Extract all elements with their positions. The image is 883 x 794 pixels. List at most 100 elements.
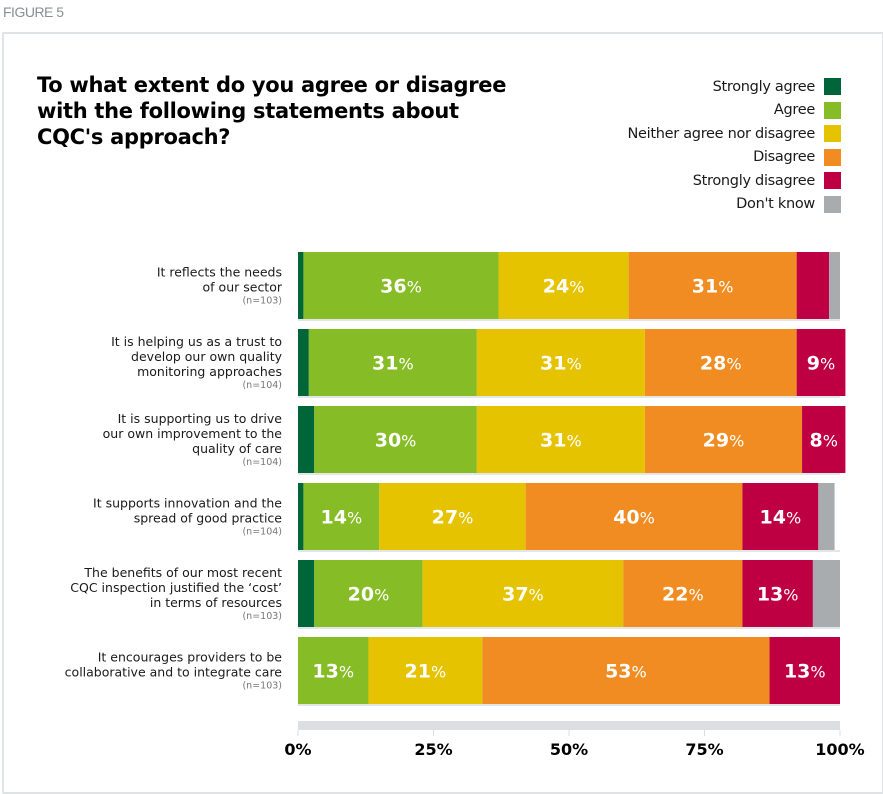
bar-segment bbox=[476, 329, 645, 396]
bar-segment bbox=[298, 406, 315, 473]
data-label: 9% bbox=[807, 353, 835, 375]
data-label: 8% bbox=[810, 430, 838, 452]
legend-item: Don't know bbox=[627, 193, 841, 217]
bar-segment bbox=[628, 252, 797, 319]
axis-tick-label: 0% bbox=[284, 740, 311, 759]
bar-segment bbox=[368, 637, 483, 704]
data-label: 14% bbox=[321, 507, 363, 529]
legend-label: Strongly disagree bbox=[692, 172, 816, 189]
sample-size-label: (n=103) bbox=[242, 681, 282, 692]
data-label: 31% bbox=[540, 430, 582, 452]
category-label: quality of care bbox=[192, 441, 282, 456]
sample-size-label: (n=104) bbox=[242, 457, 282, 468]
sample-size-label: (n=103) bbox=[242, 296, 282, 307]
bar-segment bbox=[623, 560, 743, 627]
legend-swatch bbox=[824, 78, 841, 96]
category-label: in terms of resources bbox=[150, 595, 282, 610]
data-label: 21% bbox=[405, 661, 447, 683]
legend-label: Neither agree nor disagree bbox=[627, 125, 815, 142]
bar-segment bbox=[303, 483, 380, 550]
bar-segment bbox=[525, 483, 743, 550]
bar-segment bbox=[298, 329, 309, 396]
figure-label: FIGURE 5 bbox=[3, 4, 64, 20]
category-label: It supports innovation and the bbox=[93, 496, 282, 511]
bar-segment bbox=[796, 252, 830, 319]
legend-item: Strongly disagree bbox=[627, 169, 841, 193]
legend-swatch bbox=[824, 195, 841, 213]
legend-label: Don't know bbox=[736, 196, 815, 213]
legend-item: Agree bbox=[627, 99, 841, 123]
bar-segment bbox=[644, 329, 797, 396]
data-label: 36% bbox=[380, 276, 422, 298]
data-label: 20% bbox=[348, 584, 390, 606]
bar-segment bbox=[298, 252, 304, 319]
sample-size-label: (n=103) bbox=[242, 611, 282, 622]
category-label: It reflects the needs bbox=[157, 265, 282, 280]
axis-bar bbox=[298, 721, 840, 730]
axis-tick-label: 25% bbox=[414, 740, 452, 759]
category-label: spread of good practice bbox=[134, 511, 283, 526]
data-label: 24% bbox=[543, 276, 585, 298]
legend-item: Disagree bbox=[627, 146, 841, 170]
axis-tick-label: 75% bbox=[685, 740, 723, 759]
legend-swatch bbox=[824, 101, 841, 119]
bar-segment bbox=[422, 560, 624, 627]
data-label: 14% bbox=[760, 507, 802, 529]
bar-segment bbox=[298, 483, 304, 550]
bar-segment bbox=[796, 329, 846, 396]
bar-segment bbox=[303, 252, 499, 319]
category-label: monitoring approaches bbox=[137, 364, 282, 379]
data-label: 29% bbox=[703, 430, 745, 452]
bar-shadow bbox=[298, 473, 840, 475]
bar-segment bbox=[742, 560, 813, 627]
data-label: 31% bbox=[692, 276, 734, 298]
bar-segment bbox=[742, 483, 819, 550]
legend-item: Neither agree nor disagree bbox=[627, 122, 841, 146]
bar-shadow bbox=[298, 396, 840, 398]
bar-segment bbox=[476, 406, 645, 473]
legend-swatch bbox=[824, 148, 841, 166]
legend: Strongly agree Agree Neither agree nor dis… bbox=[627, 75, 841, 216]
bar-segment bbox=[314, 406, 477, 473]
data-label: 28% bbox=[700, 353, 742, 375]
category-label: our own improvement to the bbox=[103, 426, 283, 441]
bar-segment bbox=[812, 560, 840, 627]
data-label: 13% bbox=[757, 584, 799, 606]
chart-title-line: CQC's approach? bbox=[37, 125, 231, 149]
data-label: 53% bbox=[605, 661, 647, 683]
data-label: 27% bbox=[432, 507, 474, 529]
bar-segment bbox=[298, 560, 315, 627]
data-label: 13% bbox=[312, 661, 354, 683]
bar-segment bbox=[802, 406, 846, 473]
data-label: 31% bbox=[372, 353, 414, 375]
bar-segment bbox=[769, 637, 840, 704]
bar-segment bbox=[379, 483, 526, 550]
legend-swatch bbox=[824, 172, 841, 190]
bar-shadow bbox=[298, 550, 840, 552]
data-label: 22% bbox=[662, 584, 704, 606]
category-label: develop our own quality bbox=[131, 349, 283, 364]
chart-title-line: with the following statements about bbox=[37, 99, 459, 123]
data-label: 31% bbox=[540, 353, 582, 375]
bar-shadow bbox=[298, 704, 840, 706]
category-label: It is supporting us to drive bbox=[118, 411, 283, 426]
category-label: CQC inspection justified the ‘cost’ bbox=[70, 580, 282, 595]
category-label: It encourages providers to be bbox=[98, 650, 283, 665]
bar-segment bbox=[308, 329, 477, 396]
data-label: 30% bbox=[375, 430, 417, 452]
bar-shadow bbox=[298, 319, 840, 321]
legend-label: Strongly agree bbox=[712, 78, 816, 95]
bar-shadow bbox=[298, 627, 840, 629]
chart-title: To what extent do you agree or disagree … bbox=[37, 72, 507, 150]
category-label: collaborative and to integrate care bbox=[65, 665, 283, 680]
category-label: of our sector bbox=[203, 280, 283, 295]
data-label: 37% bbox=[502, 584, 544, 606]
chart-title-line: To what extent do you agree or disagree bbox=[37, 73, 507, 97]
bar-segment bbox=[818, 483, 835, 550]
sample-size-label: (n=104) bbox=[242, 380, 282, 391]
legend-label: Disagree bbox=[753, 149, 815, 166]
axis-tick-label: 50% bbox=[550, 740, 588, 759]
bar-segment bbox=[314, 560, 423, 627]
category-label: The benefits of our most recent bbox=[83, 565, 282, 580]
